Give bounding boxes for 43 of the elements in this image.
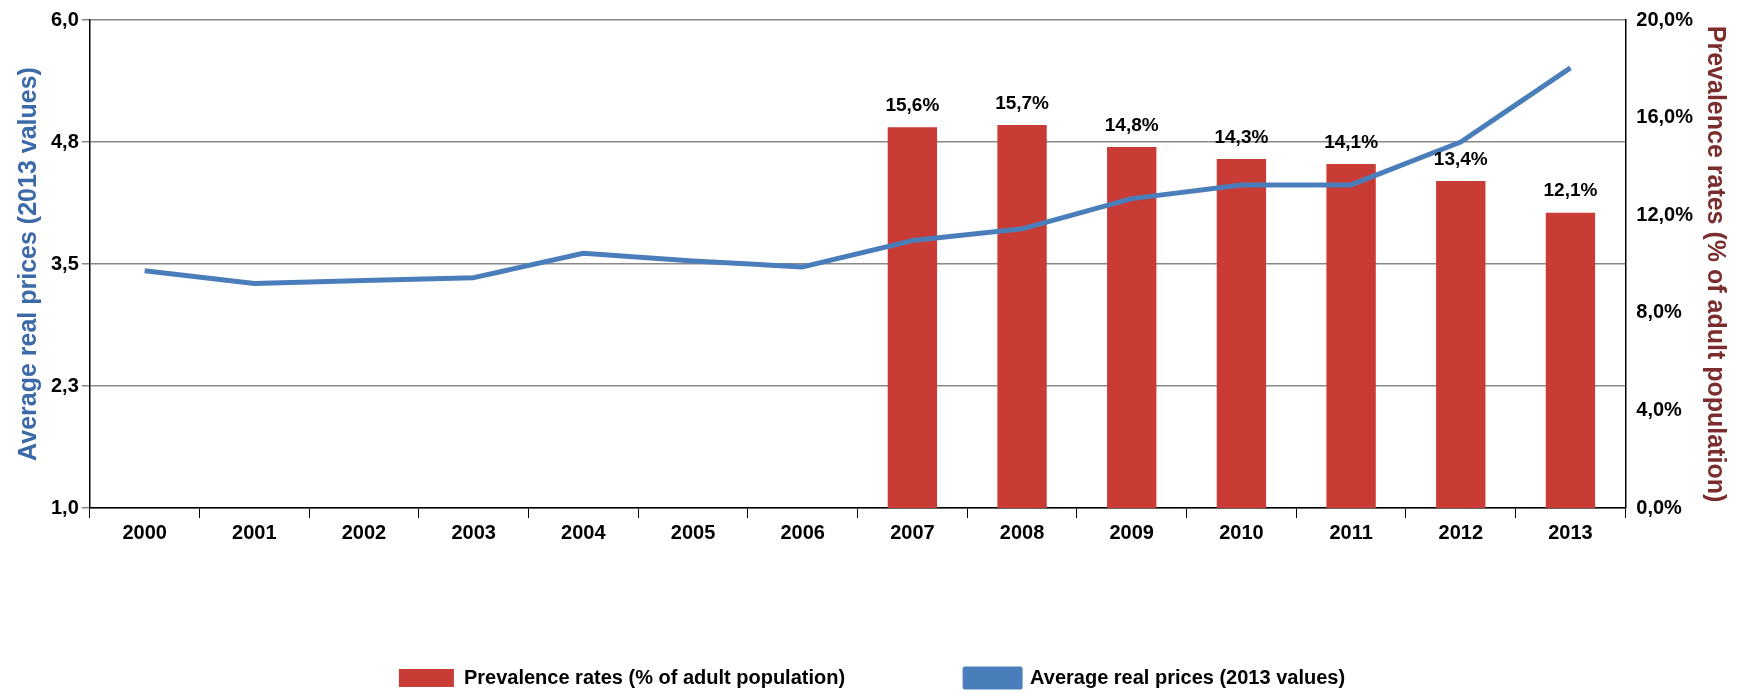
y-tick-label: 6,0 [50, 7, 79, 30]
y2-tick-label: 12,0% [1636, 202, 1694, 225]
data-label: 13,4% [1433, 147, 1488, 169]
bar [1107, 146, 1157, 508]
x-tick-label: 2007 [890, 520, 935, 543]
y-tick-label: 2,3 [50, 373, 79, 396]
x-tick-label: 2002 [341, 520, 387, 543]
x-tick-label: 2008 [999, 520, 1045, 543]
x-tick-label: 2009 [1109, 520, 1154, 543]
bar [1545, 212, 1596, 508]
y2-tick-label: 16,0% [1636, 105, 1694, 128]
y2-axis-title: Prevalence rates (% of adult population) [1703, 25, 1732, 503]
y2-tick-label: 20,0% [1636, 7, 1694, 30]
x-tick-label: 2010 [1219, 520, 1264, 543]
x-tick-label: 2011 [1329, 520, 1373, 543]
legend-label: Average real prices (2013 values) [1030, 665, 1346, 688]
legend-label: Prevalence rates (% of adult population) [463, 665, 846, 688]
x-tick-label: 2005 [670, 520, 716, 543]
x-tick-label: 2000 [122, 520, 167, 543]
bar [1436, 181, 1486, 508]
x-tick-label: 2013 [1548, 520, 1593, 543]
x-tick-label: 2003 [451, 520, 496, 543]
x-tick-label: 2006 [780, 520, 825, 543]
data-label: 15,6% [885, 94, 940, 116]
x-tick-label: 2001 [232, 520, 277, 543]
bar [1326, 163, 1376, 508]
data-label: 15,7% [995, 91, 1050, 113]
x-tick-label: 2004 [561, 520, 607, 543]
y-tick-label: 3,5 [50, 251, 79, 274]
bar [997, 124, 1047, 508]
y2-tick-label: 8,0% [1636, 300, 1683, 323]
y-tick-label: 4,8 [50, 129, 79, 152]
x-tick-label: 2012 [1438, 520, 1484, 543]
data-label: 14,3% [1214, 125, 1269, 147]
y-tick-label: 1,0 [50, 495, 79, 518]
data-label: 14,1% [1324, 130, 1379, 152]
data-label: 14,8% [1104, 113, 1159, 135]
data-label: 12,1% [1543, 179, 1598, 201]
bar [1216, 159, 1267, 508]
y-axis-title: Average real prices (2013 values) [12, 67, 41, 461]
bar [887, 127, 938, 508]
y2-tick-label: 4,0% [1636, 397, 1683, 420]
y2-tick-label: 0,0% [1636, 495, 1683, 518]
